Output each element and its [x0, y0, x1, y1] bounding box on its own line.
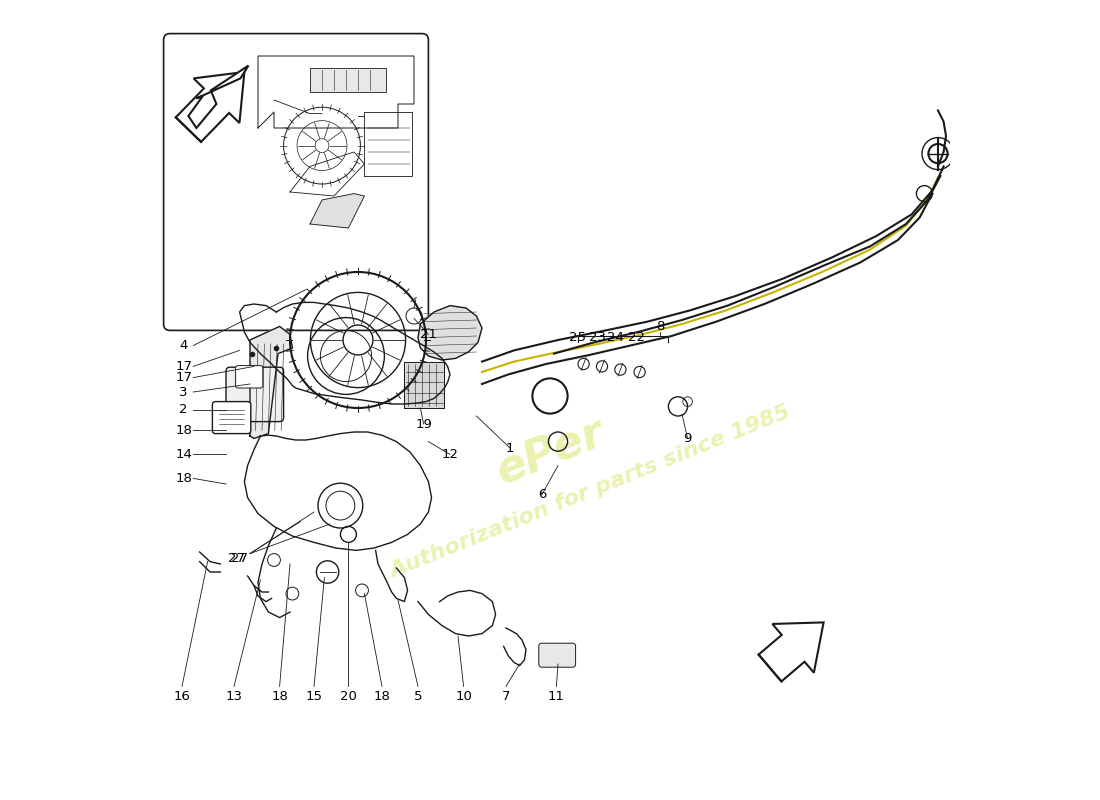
Polygon shape	[540, 644, 574, 666]
Polygon shape	[250, 326, 293, 438]
Text: 15: 15	[306, 690, 322, 702]
Text: 3: 3	[179, 386, 188, 398]
Text: 27: 27	[231, 552, 249, 565]
FancyBboxPatch shape	[539, 643, 575, 667]
Text: 24: 24	[607, 331, 624, 344]
FancyBboxPatch shape	[226, 367, 284, 422]
Text: 22: 22	[628, 331, 645, 344]
Polygon shape	[405, 362, 444, 408]
Polygon shape	[759, 622, 824, 682]
Text: ePer: ePer	[490, 410, 610, 494]
Text: 17: 17	[175, 371, 192, 384]
Text: 19: 19	[415, 418, 432, 430]
FancyBboxPatch shape	[310, 68, 386, 92]
Text: 18: 18	[175, 424, 192, 437]
Text: 17: 17	[175, 360, 192, 373]
Text: 10: 10	[455, 690, 472, 702]
Text: 27: 27	[228, 552, 245, 565]
Text: 18: 18	[175, 472, 192, 485]
Text: 1: 1	[506, 442, 515, 454]
Text: Authorization for parts since 1985: Authorization for parts since 1985	[386, 402, 793, 582]
Text: 14: 14	[175, 448, 192, 461]
Text: 8: 8	[657, 320, 664, 333]
Polygon shape	[310, 194, 364, 228]
FancyBboxPatch shape	[235, 366, 263, 388]
Text: 4: 4	[179, 339, 188, 352]
Text: 9: 9	[683, 432, 692, 445]
Text: 18: 18	[272, 690, 288, 702]
Text: 5: 5	[414, 690, 422, 702]
Text: 16: 16	[174, 690, 190, 702]
Text: 2: 2	[179, 403, 188, 416]
Text: 18: 18	[374, 690, 390, 702]
Text: 12: 12	[441, 448, 459, 461]
Text: 20: 20	[340, 690, 356, 702]
Polygon shape	[418, 306, 482, 360]
FancyBboxPatch shape	[164, 34, 428, 330]
Polygon shape	[176, 72, 244, 142]
FancyBboxPatch shape	[212, 402, 251, 434]
Text: 21: 21	[420, 328, 437, 341]
Text: 23: 23	[590, 331, 606, 344]
Text: 7: 7	[502, 690, 510, 702]
Text: 13: 13	[226, 690, 242, 702]
Text: 25: 25	[570, 331, 586, 344]
Text: 11: 11	[548, 690, 565, 702]
Polygon shape	[188, 66, 249, 128]
Text: 6: 6	[538, 488, 547, 501]
